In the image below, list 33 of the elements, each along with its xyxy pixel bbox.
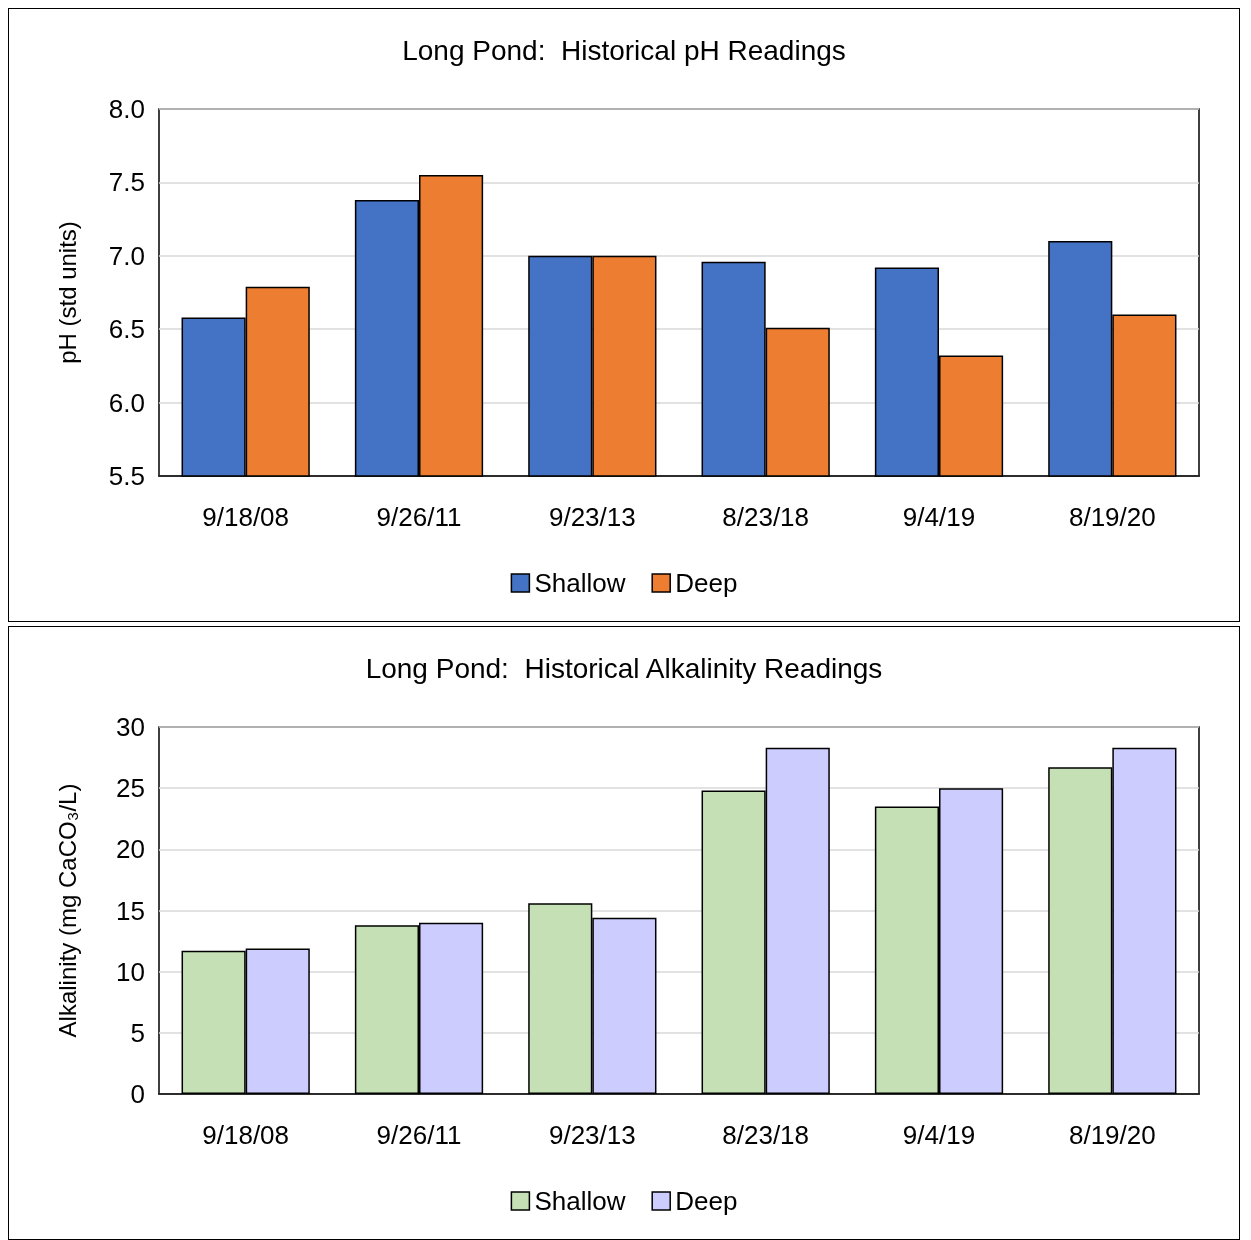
y-tick-label: 5 [130,1017,145,1048]
x-tick-label: 8/19/20 [1068,502,1156,532]
y-axis-title: pH (std units) [53,221,81,364]
legend-label: Deep [675,568,738,598]
y-tick-label: 30 [116,712,145,742]
x-tick-label: 8/23/18 [722,1120,810,1150]
x-tick-label: 9/26/11 [376,502,462,532]
x-tick-label: 9/4/19 [902,502,976,532]
y-tick-label: 6.5 [108,314,145,345]
y-tick-label: 7.5 [108,167,145,198]
chart-title: Long Pond: Historical Alkalinity Readings [365,652,883,684]
legend-label: Shallow [534,568,626,598]
y-tick-label: 20 [116,834,145,865]
y-tick-label: 6.0 [108,387,145,418]
y-tick-label: 0 [130,1079,145,1109]
x-tick-label: 9/4/19 [902,1120,976,1150]
y-tick-label: 5.5 [108,461,145,491]
legend-label: Deep [675,1186,738,1216]
y-tick-label: 15 [116,895,145,926]
x-tick-label: 9/18/08 [202,502,290,532]
x-tick-label: 8/19/20 [1068,1120,1156,1150]
x-tick-label: 9/23/13 [548,1120,636,1150]
y-tick-label: 10 [116,956,145,987]
x-tick-label: 9/18/08 [202,1120,290,1150]
chart-title: Long Pond: Historical pH Readings [402,34,846,66]
legend-label: Shallow [534,1186,626,1216]
y-tick-label: 8.0 [108,94,145,124]
y-tick-label: 25 [116,773,145,804]
y-axis-title: Alkalinity (mg CaCO₃/L) [53,783,81,1038]
y-tick-label: 7.0 [108,240,145,271]
x-tick-label: 9/23/13 [548,502,636,532]
x-tick-label: 8/23/18 [722,502,810,532]
x-tick-label: 9/26/11 [376,1120,462,1150]
